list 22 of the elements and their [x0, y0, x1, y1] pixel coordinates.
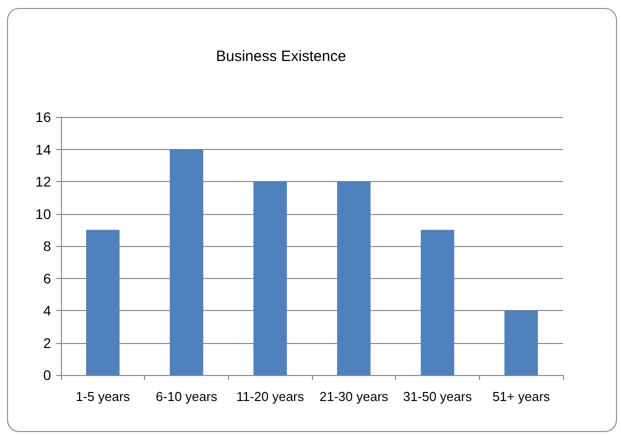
y-tick-label: 14 [35, 141, 52, 158]
x-tick-label: 1-5 years [76, 389, 130, 404]
y-tick-label: 8 [43, 238, 52, 254]
bar [170, 149, 204, 375]
x-tick-label: 11-20 years [236, 389, 305, 404]
y-tick-label: 4 [43, 302, 52, 318]
bar [420, 230, 454, 375]
x-tick-label: 6-10 years [156, 389, 218, 404]
x-tick-label: 51+ years [492, 389, 550, 404]
x-tick-label: 31-50 years [403, 389, 472, 404]
y-tick-label: 0 [43, 367, 52, 383]
x-tick-label: 21-30 years [320, 389, 389, 404]
y-tick-label: 10 [35, 206, 52, 222]
chart-title: Business Existence [216, 48, 346, 65]
y-tick-label: 2 [43, 334, 52, 351]
y-tick-label: 16 [35, 109, 52, 125]
y-tick-label: 12 [35, 174, 52, 190]
y-tick-label: 6 [43, 270, 52, 286]
bar [253, 182, 287, 375]
bar [337, 182, 371, 375]
bar [504, 310, 538, 375]
bar [86, 230, 120, 375]
